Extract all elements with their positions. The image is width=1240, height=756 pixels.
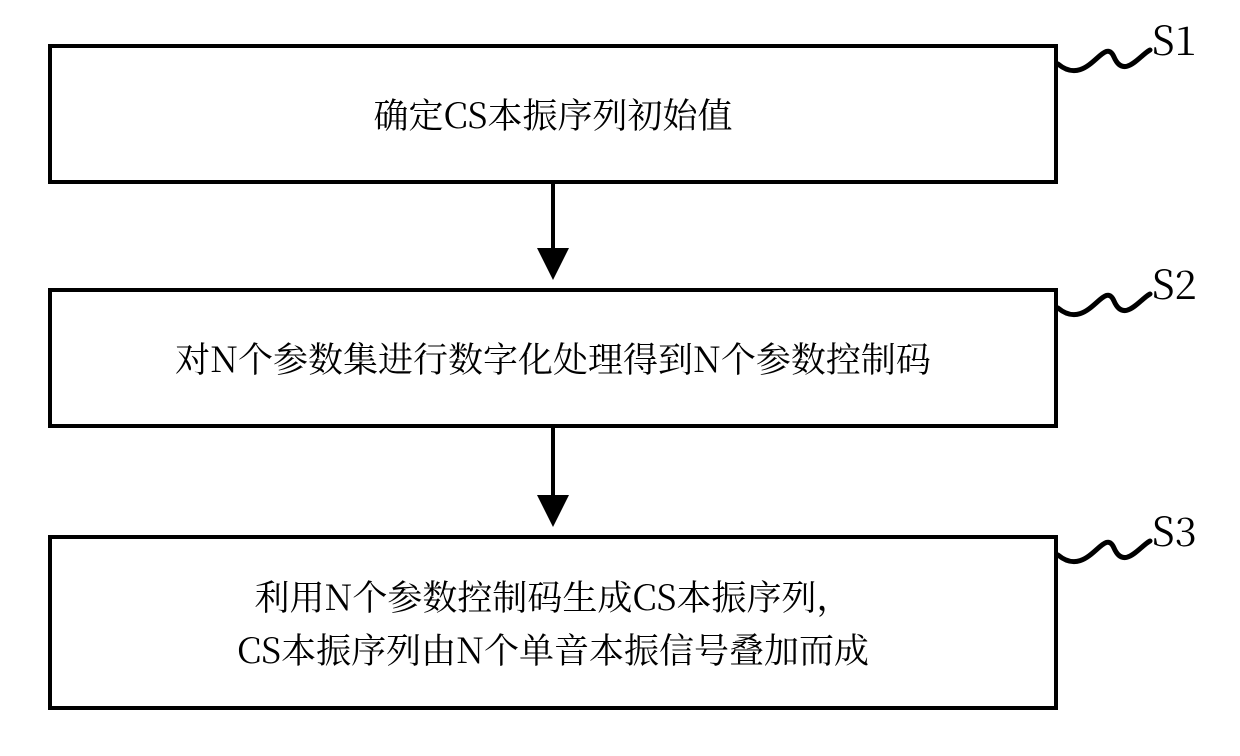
label-connector <box>1058 50 1150 71</box>
flowchart-canvas: 确定CS本振序列初始值 S1 对N个参数集进行数字化处理得到N个参数控制码 S2… <box>0 0 1240 756</box>
flow-step-s1: 确定CS本振序列初始值 <box>48 44 1058 184</box>
label-connectors <box>1058 50 1150 562</box>
step-label-s3: S3 <box>1152 501 1197 558</box>
label-connector <box>1058 541 1150 562</box>
flow-step-s3-text: 利用N个参数控制码生成CS本振序列， CS本振序列由N个单音本振信号叠加而成 <box>237 570 869 675</box>
flow-step-s3: 利用N个参数控制码生成CS本振序列， CS本振序列由N个单音本振信号叠加而成 <box>48 535 1058 710</box>
flow-step-s2: 对N个参数集进行数字化处理得到N个参数控制码 <box>48 288 1058 428</box>
flow-step-s2-text: 对N个参数集进行数字化处理得到N个参数控制码 <box>175 332 931 385</box>
flow-step-s1-text: 确定CS本振序列初始值 <box>373 88 732 141</box>
step-label-s2: S2 <box>1152 254 1197 311</box>
step-label-s1: S1 <box>1152 10 1197 67</box>
label-connector <box>1058 294 1150 315</box>
